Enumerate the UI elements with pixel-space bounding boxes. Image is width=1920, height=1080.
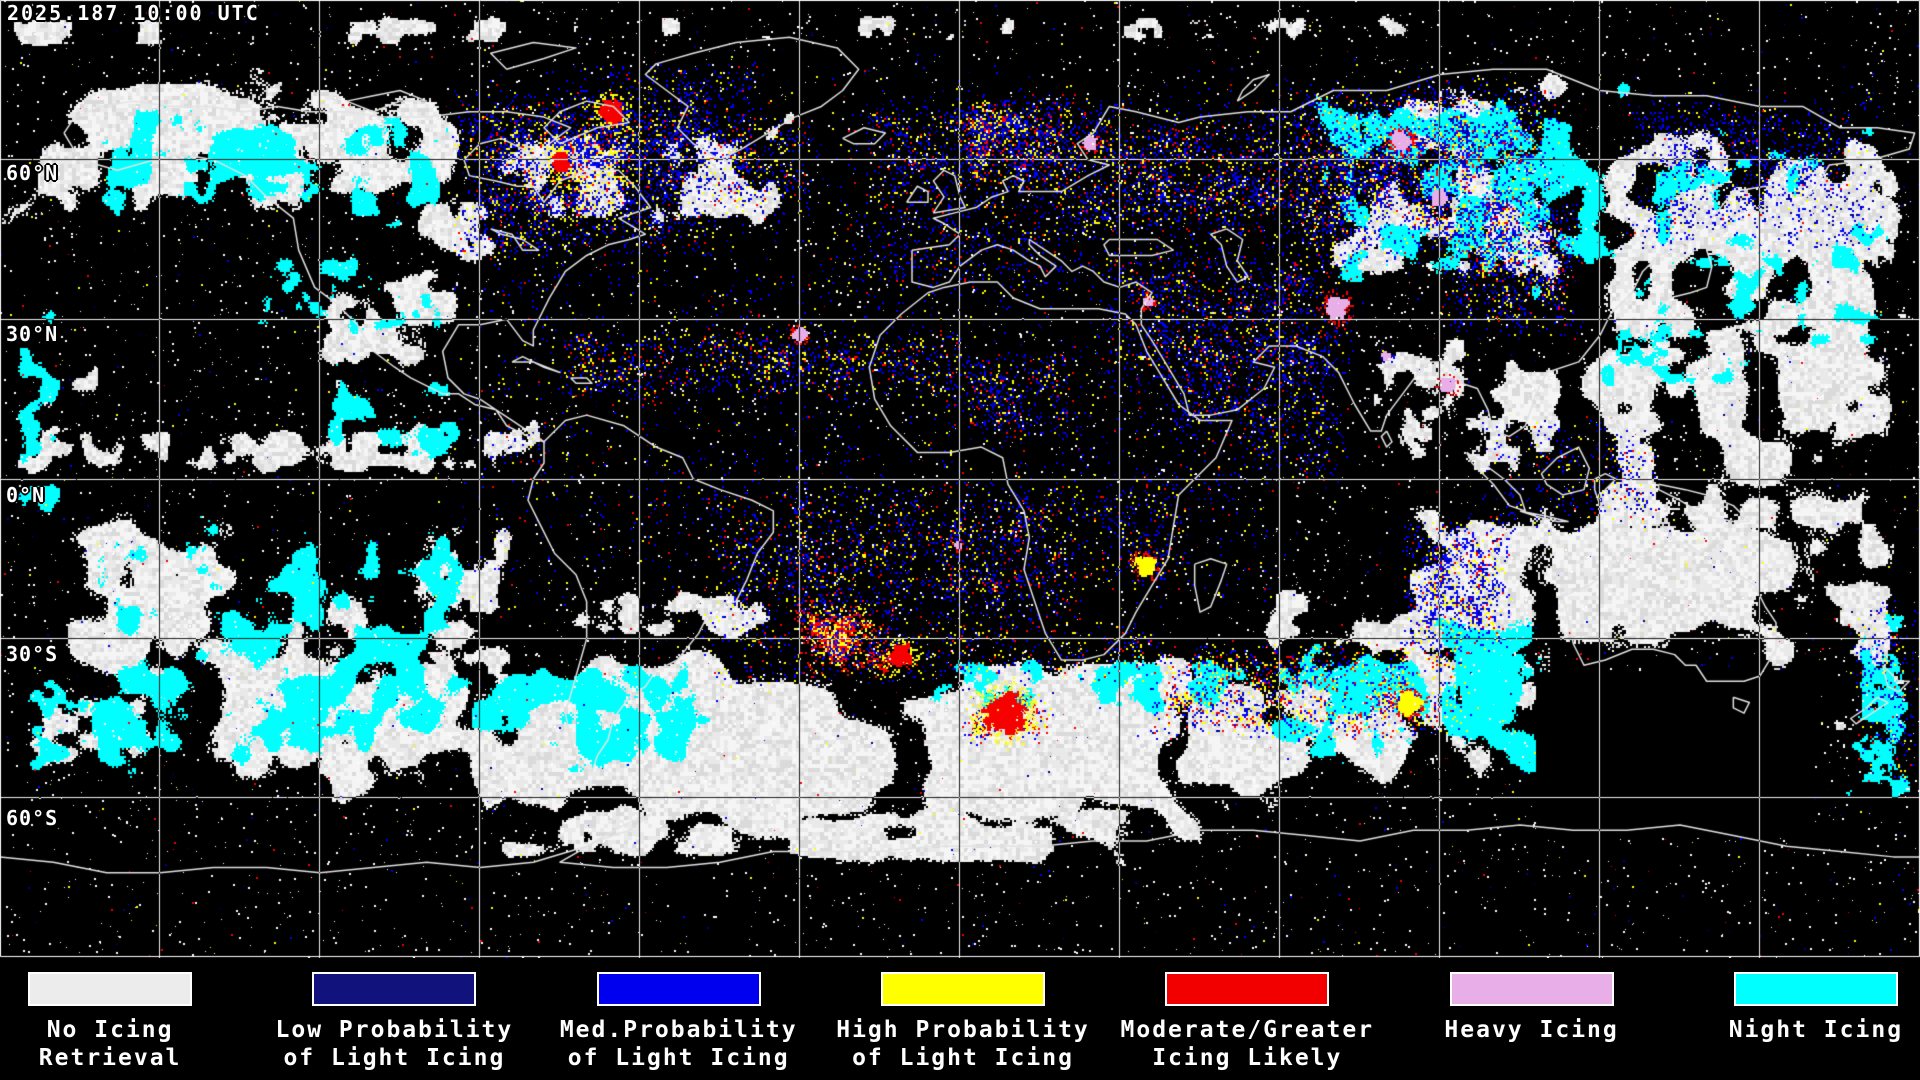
latitude-label: 30°N (6, 322, 59, 346)
legend-color-swatch (1449, 972, 1614, 1006)
legend-bar: No Icing Retrieval Low Probability of Ligh… (0, 958, 1920, 1080)
legend-color-swatch (596, 972, 761, 1006)
legend-label-line1: No Icing (46, 1017, 174, 1043)
world-icing-map-canvas (0, 0, 1920, 958)
legend-item: Night Icing (1676, 972, 1920, 1044)
legend-color-swatch (881, 972, 1045, 1006)
world-map-area: 2025.187 10:00 UTC 60°N 30°N 0°N 30°S 60°S (0, 0, 1920, 958)
latitude-label: 30°S (6, 642, 59, 666)
legend-item: Moderate/Greater Icing Likely (1107, 972, 1387, 1072)
legend-label-line2: of Light Icing (852, 1045, 1074, 1071)
legend-item: Heavy Icing (1392, 972, 1672, 1044)
legend-label-line2: Retrieval (38, 1045, 182, 1071)
legend-color-swatch (28, 972, 193, 1006)
legend-label-line1: Moderate/Greater (1120, 1017, 1375, 1043)
legend-label-line1: Med.Probability (559, 1017, 798, 1043)
latitude-label: 60°S (6, 806, 59, 830)
legend-label-line1: High Probability (836, 1017, 1090, 1043)
legend-label-line2: of Light Icing (567, 1045, 790, 1071)
legend-item: No Icing Retrieval (0, 972, 250, 1072)
legend-color-swatch (312, 972, 477, 1006)
legend-color-swatch (1733, 972, 1898, 1006)
legend-item: High Probability of Light Icing (823, 972, 1103, 1072)
legend-label-line1: Night Icing (1728, 1017, 1904, 1043)
legend-color-swatch (1165, 972, 1330, 1006)
legend-label-line1: Low Probability (275, 1017, 514, 1043)
legend-label-line2: of Light Icing (283, 1045, 506, 1071)
timestamp-label: 2025.187 10:00 UTC (7, 1, 260, 25)
legend-label-line2: Icing Likely (1152, 1045, 1343, 1071)
legend-item: Med.Probability of Light Icing (539, 972, 819, 1072)
latitude-label: 0°N (6, 483, 46, 507)
legend-item: Low Probability of Light Icing (254, 972, 534, 1072)
latitude-label: 60°N (6, 161, 59, 185)
legend-label-line1: Heavy Icing (1444, 1017, 1619, 1043)
